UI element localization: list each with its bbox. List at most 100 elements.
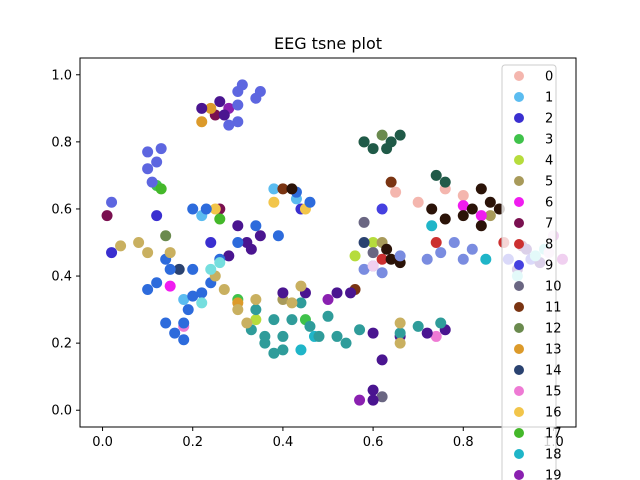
data-point xyxy=(331,330,343,342)
legend-marker xyxy=(514,302,524,312)
data-point xyxy=(277,287,289,299)
data-point xyxy=(412,196,424,208)
data-point xyxy=(142,247,154,259)
data-point xyxy=(187,290,199,302)
data-point xyxy=(295,280,307,292)
data-point xyxy=(214,257,226,269)
legend-label: 11 xyxy=(545,301,562,316)
data-point xyxy=(376,391,388,403)
data-point xyxy=(376,253,388,265)
data-point xyxy=(268,196,280,208)
data-point xyxy=(286,183,298,195)
legend-marker xyxy=(514,197,524,207)
data-point xyxy=(457,210,469,222)
data-point xyxy=(385,253,397,265)
data-point xyxy=(218,109,230,121)
legend-marker xyxy=(514,323,524,333)
data-point xyxy=(259,337,271,349)
data-point xyxy=(250,294,262,306)
legend-marker xyxy=(514,239,524,249)
data-point xyxy=(466,203,478,215)
legend-label: 10 xyxy=(545,280,562,295)
data-point xyxy=(385,176,397,188)
data-point xyxy=(421,327,433,339)
data-point xyxy=(173,263,185,275)
data-point xyxy=(178,334,190,346)
data-point xyxy=(196,297,208,309)
data-point xyxy=(426,220,438,232)
data-point xyxy=(367,247,379,259)
data-point xyxy=(439,213,451,225)
data-point xyxy=(376,267,388,279)
legend-marker xyxy=(514,71,524,81)
legend-marker xyxy=(514,470,524,480)
data-point xyxy=(367,143,379,155)
data-point xyxy=(367,384,379,396)
legend-marker xyxy=(514,281,524,291)
legend-marker xyxy=(514,365,524,375)
data-point xyxy=(187,203,199,215)
data-point xyxy=(232,304,244,316)
legend-label: 17 xyxy=(545,427,562,442)
legend-label: 9 xyxy=(545,259,553,274)
data-point xyxy=(394,317,406,329)
data-point xyxy=(435,317,447,329)
data-point xyxy=(155,143,167,155)
data-point xyxy=(354,394,366,406)
legend-label: 3 xyxy=(545,133,553,148)
legend-box xyxy=(501,64,557,480)
data-point xyxy=(155,183,167,195)
legend-marker xyxy=(514,92,524,102)
data-point xyxy=(232,99,244,111)
data-point xyxy=(115,240,127,252)
y-tick-label: 1.0 xyxy=(51,68,72,83)
data-point xyxy=(268,347,280,359)
data-point xyxy=(232,220,244,232)
data-point xyxy=(214,96,226,108)
data-point xyxy=(304,196,316,208)
data-point xyxy=(160,317,172,329)
data-point xyxy=(250,304,262,316)
data-point xyxy=(196,116,208,128)
data-point xyxy=(358,263,370,275)
data-point xyxy=(367,237,379,248)
x-tick-label: 0.8 xyxy=(453,435,474,450)
data-point xyxy=(277,344,289,356)
data-point xyxy=(151,210,163,222)
data-point xyxy=(322,294,334,306)
legend-label: 18 xyxy=(545,448,562,463)
data-point xyxy=(426,203,438,215)
legend-label: 16 xyxy=(545,406,562,421)
data-point xyxy=(250,314,262,326)
data-point xyxy=(146,176,158,188)
data-point xyxy=(178,294,190,306)
data-point xyxy=(381,243,393,255)
legend-marker xyxy=(514,134,524,144)
legend-label: 2 xyxy=(545,112,553,127)
y-tick-label: 0.8 xyxy=(51,135,72,150)
data-point xyxy=(358,237,370,248)
data-point xyxy=(394,129,406,141)
data-point xyxy=(277,183,289,195)
data-point xyxy=(142,283,154,295)
data-point xyxy=(457,190,469,202)
data-point xyxy=(218,283,230,295)
data-point xyxy=(412,320,424,332)
data-point xyxy=(367,260,379,272)
data-point xyxy=(106,247,118,259)
data-point xyxy=(457,200,469,212)
data-point xyxy=(277,330,289,342)
data-point xyxy=(164,263,176,275)
legend-marker xyxy=(514,386,524,396)
data-point xyxy=(475,210,487,222)
data-point xyxy=(484,210,496,222)
x-tick-label: 0.0 xyxy=(92,435,113,450)
data-point xyxy=(151,277,163,289)
data-point xyxy=(232,116,244,128)
data-point xyxy=(394,337,406,349)
data-point xyxy=(358,136,370,148)
data-point xyxy=(196,287,208,299)
data-point xyxy=(349,250,361,262)
data-point xyxy=(101,210,113,222)
